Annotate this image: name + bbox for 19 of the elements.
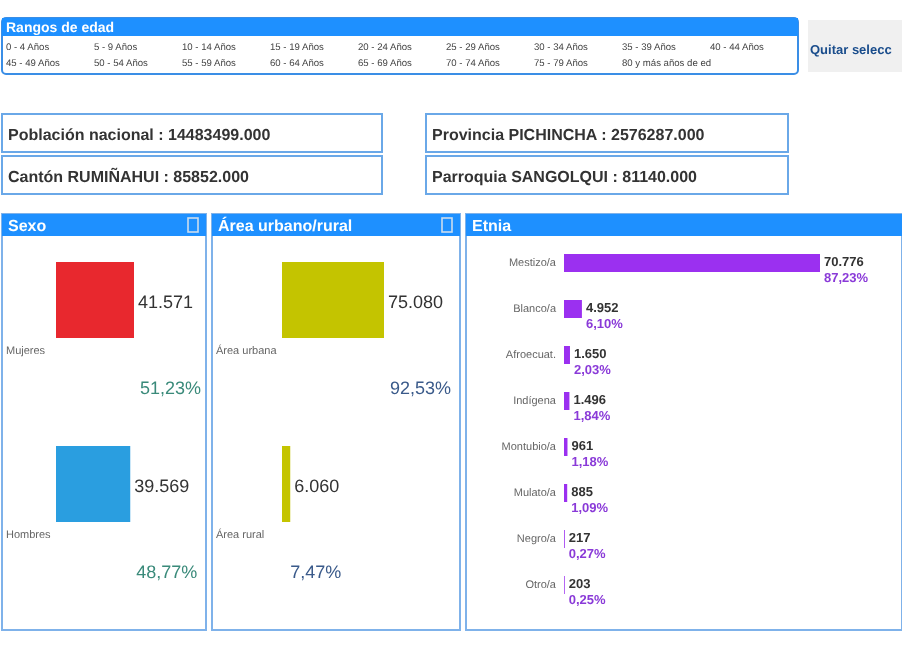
chart-title: Etnia xyxy=(472,217,513,235)
bar xyxy=(564,346,570,364)
data-label: 6.060 xyxy=(294,476,340,496)
data-label: 75.080 xyxy=(388,292,444,312)
text: Cantón RUMIÑAHUI : 85852.000 xyxy=(8,166,251,186)
annotation: 7,47% xyxy=(290,562,342,582)
bar xyxy=(564,300,582,318)
chart-title: Sexo xyxy=(8,217,47,235)
text: Parroquia SANGOLQUI : 81140.000 xyxy=(432,168,699,186)
bar xyxy=(564,254,820,272)
bar xyxy=(564,392,570,410)
text: Población nacional : 14483499.000 xyxy=(8,126,272,144)
text: 92,53% xyxy=(390,378,452,398)
data-label: 39.569 xyxy=(134,476,190,496)
text: Provincia PICHINCHA : 2576287.000 xyxy=(432,126,706,144)
text: 51,23% xyxy=(140,378,202,398)
text: 48,77% xyxy=(136,562,198,582)
chart-title: Área urbano/rural xyxy=(218,215,353,235)
data-label: 41.571 xyxy=(138,292,194,312)
